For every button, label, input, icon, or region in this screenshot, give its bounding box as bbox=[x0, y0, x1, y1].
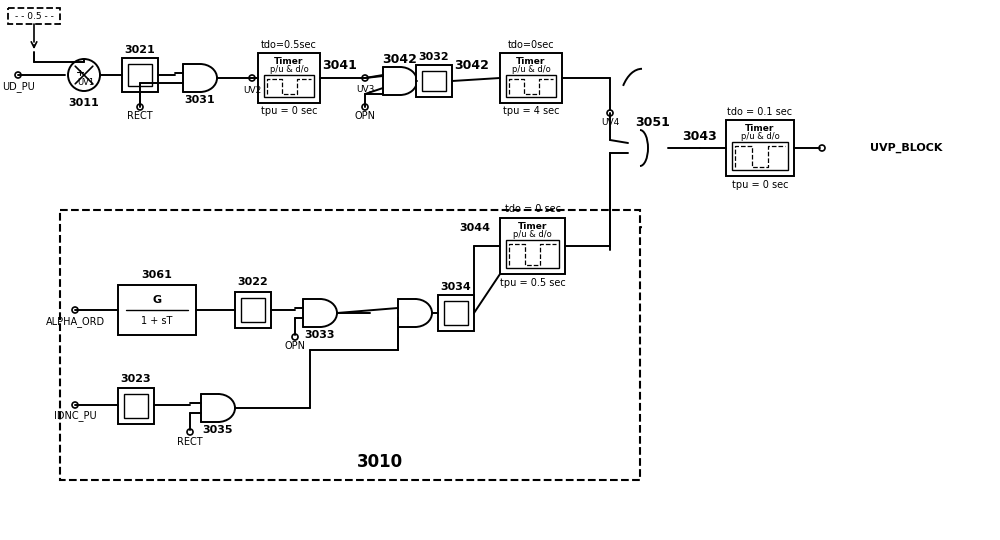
Text: tpu = 0 sec: tpu = 0 sec bbox=[261, 106, 317, 116]
Bar bbox=[118, 285, 196, 335]
Bar bbox=[506, 75, 556, 97]
Bar bbox=[500, 53, 562, 103]
Bar bbox=[124, 395, 148, 417]
Circle shape bbox=[819, 145, 825, 151]
Text: tdo = 0.1 sec: tdo = 0.1 sec bbox=[727, 107, 793, 117]
Text: 3034: 3034 bbox=[441, 282, 471, 292]
Text: UV4: UV4 bbox=[601, 118, 619, 126]
Bar bbox=[416, 65, 452, 97]
Text: tdo = 0 sec: tdo = 0 sec bbox=[505, 204, 561, 214]
Text: p/u & d/o: p/u & d/o bbox=[741, 132, 779, 140]
Text: Timer: Timer bbox=[518, 221, 547, 231]
Circle shape bbox=[362, 75, 368, 81]
Text: Timer: Timer bbox=[745, 124, 775, 132]
Text: 3021: 3021 bbox=[125, 45, 155, 55]
Text: 3011: 3011 bbox=[69, 98, 99, 108]
Text: p/u & d/o: p/u & d/o bbox=[513, 230, 552, 239]
Circle shape bbox=[72, 402, 78, 408]
Circle shape bbox=[68, 59, 100, 91]
Bar bbox=[258, 53, 320, 103]
Text: UV1: UV1 bbox=[77, 78, 95, 86]
Text: UV3: UV3 bbox=[356, 84, 374, 93]
Text: tpu = 0 sec: tpu = 0 sec bbox=[732, 180, 788, 190]
Text: 3051: 3051 bbox=[636, 116, 670, 129]
Text: tdo=0sec: tdo=0sec bbox=[508, 40, 554, 50]
Circle shape bbox=[187, 429, 193, 435]
Text: IDNC_PU: IDNC_PU bbox=[54, 410, 96, 421]
Text: - - 0.5 - -: - - 0.5 - - bbox=[15, 11, 53, 21]
Circle shape bbox=[362, 104, 368, 110]
Text: p/u & d/o: p/u & d/o bbox=[512, 64, 550, 73]
Text: ALPHA_ORD: ALPHA_ORD bbox=[45, 316, 105, 327]
Text: Timer: Timer bbox=[274, 57, 304, 65]
Bar bbox=[118, 388, 154, 424]
Bar bbox=[264, 75, 314, 97]
Bar bbox=[506, 240, 559, 268]
Text: 1 + sT: 1 + sT bbox=[141, 316, 173, 326]
Bar bbox=[241, 299, 265, 321]
Circle shape bbox=[607, 110, 613, 116]
Text: 3023: 3023 bbox=[121, 374, 151, 384]
Text: 3032: 3032 bbox=[419, 52, 449, 62]
Bar bbox=[732, 142, 788, 170]
Text: 3042: 3042 bbox=[455, 58, 489, 71]
Text: 3044: 3044 bbox=[460, 223, 491, 233]
Bar bbox=[726, 120, 794, 176]
Text: OPN: OPN bbox=[285, 341, 306, 351]
Bar bbox=[60, 210, 640, 480]
Bar bbox=[122, 58, 158, 92]
Text: UD_PU: UD_PU bbox=[2, 82, 34, 92]
Bar bbox=[128, 64, 152, 86]
Bar bbox=[438, 295, 474, 331]
Text: 3010: 3010 bbox=[357, 453, 403, 471]
Text: G: G bbox=[152, 295, 162, 305]
Text: 3041: 3041 bbox=[323, 58, 357, 71]
Text: 3031: 3031 bbox=[185, 95, 215, 105]
Bar bbox=[500, 218, 565, 274]
Bar bbox=[8, 8, 60, 24]
Text: RECT: RECT bbox=[127, 111, 153, 121]
Text: 3061: 3061 bbox=[142, 270, 172, 280]
Bar bbox=[422, 71, 446, 91]
Text: 3035: 3035 bbox=[203, 425, 233, 435]
Text: p/u & d/o: p/u & d/o bbox=[270, 64, 308, 73]
Circle shape bbox=[249, 75, 255, 81]
Text: tdo=0.5sec: tdo=0.5sec bbox=[261, 40, 317, 50]
Text: 3022: 3022 bbox=[238, 277, 268, 287]
Text: tpu = 4 sec: tpu = 4 sec bbox=[503, 106, 559, 116]
Text: Timer: Timer bbox=[516, 57, 546, 65]
Text: 3043: 3043 bbox=[683, 130, 717, 143]
Text: 3033: 3033 bbox=[305, 330, 335, 340]
Text: UV2: UV2 bbox=[243, 85, 261, 94]
Text: tpu = 0.5 sec: tpu = 0.5 sec bbox=[500, 278, 565, 288]
Circle shape bbox=[15, 72, 21, 78]
Bar bbox=[235, 292, 271, 328]
Circle shape bbox=[292, 334, 298, 340]
Circle shape bbox=[72, 307, 78, 313]
Text: RECT: RECT bbox=[177, 437, 203, 447]
Text: UVP_BLOCK: UVP_BLOCK bbox=[870, 143, 942, 153]
Text: 3042: 3042 bbox=[383, 52, 417, 65]
Circle shape bbox=[137, 104, 143, 110]
Text: OPN: OPN bbox=[355, 111, 376, 121]
Bar bbox=[444, 301, 468, 325]
